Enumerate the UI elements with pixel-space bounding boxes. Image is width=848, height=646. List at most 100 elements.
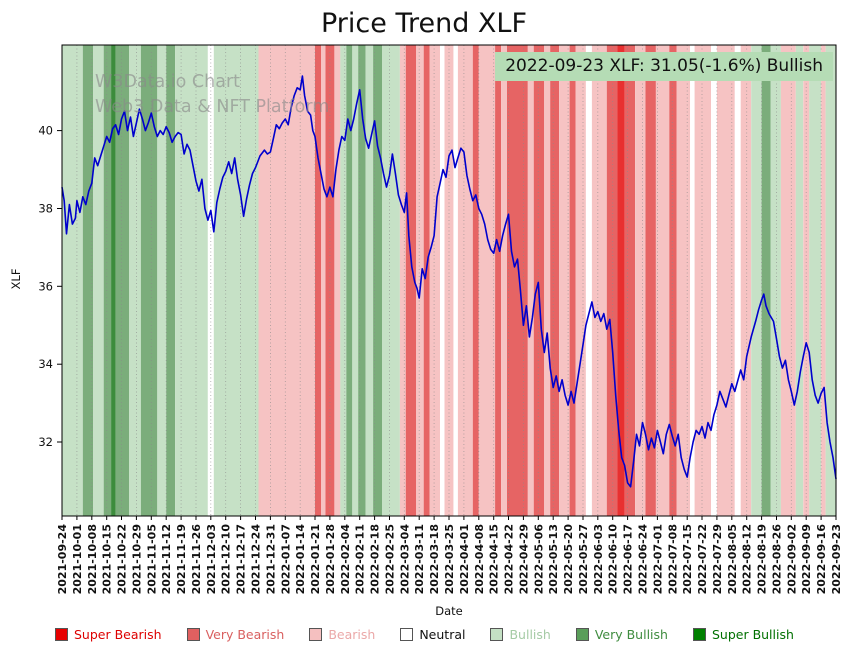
x-tick-label: 2022-09-23 [830,524,843,594]
sentiment-band-neutral [734,45,741,516]
sentiment-band-bearish [740,45,752,516]
sentiment-band-very-bearish [472,45,479,516]
sentiment-band-very-bearish [315,45,321,516]
sentiment-band-bearish [676,45,691,516]
sentiment-band-very-bearish [550,45,560,516]
legend-item-very-bearish: Very Bearish [186,627,284,642]
legend-label: Very Bullish [594,627,668,642]
x-tick-label: 2022-09-02 [785,524,798,594]
sentiment-band-bearish [321,45,326,516]
x-tick-label: 2022-01-07 [279,524,292,594]
x-tick-label: 2022-04-22 [503,524,516,594]
x-tick-label: 2022-07-29 [711,524,724,594]
sentiment-band-bullish [340,45,347,516]
y-tick-label: 38 [38,202,53,216]
chart-title: Price Trend XLF [321,8,527,39]
x-tick-label: 2021-10-15 [101,524,114,594]
x-tick-label: 2022-08-19 [756,524,769,594]
sentiment-band-super-bullish [111,45,116,516]
sentiment-band-very-bullish [103,45,112,516]
sentiment-band-very-bearish [423,45,430,516]
sentiment-band-bearish [478,45,496,516]
x-tick-label: 2022-03-18 [428,524,441,594]
sentiment-band-bullish [825,45,836,516]
sentiment-band-bearish [575,45,586,516]
x-tick-label: 2021-12-10 [220,524,233,595]
sentiment-band-bearish [544,45,551,516]
legend-label: Neutral [419,627,466,642]
y-tick-label: 40 [38,124,53,138]
sentiment-band-very-bullish [373,45,382,516]
sentiment-band-very-bearish [533,45,545,516]
y-tick-label: 36 [38,279,53,293]
sentiment-band-very-bullish [346,45,353,516]
sentiment-band-bullish [809,45,822,516]
x-tick-label: 2022-03-11 [413,524,426,594]
price-line [61,75,837,488]
sentiment-band-bullish [175,45,208,516]
sentiment-band-very-bearish [569,45,576,516]
super-bullish-swatch [692,628,706,641]
sentiment-band-very-bearish [507,45,528,516]
x-tick-label: 2021-11-26 [190,524,203,595]
x-tick-label: 2022-04-15 [488,524,501,594]
x-tick-label: 2021-12-31 [264,524,277,594]
x-tick-label: 2022-08-12 [741,524,754,594]
sentiment-band-bearish [655,45,670,516]
sentiment-band-bearish [457,45,473,516]
x-tick-label: 2022-07-08 [666,524,679,594]
x-tick-label: 2022-02-25 [384,524,397,594]
sentiment-band-super-bearish [617,45,625,516]
sentiment-band-bearish [591,45,607,516]
legend-item-bearish: Bearish [309,627,375,642]
x-tick-label: 2022-09-09 [800,524,813,594]
x-tick-label: 2022-02-04 [339,524,352,595]
x-tick-label: 2021-12-03 [205,524,218,594]
super-bearish-swatch [55,628,68,641]
neutral-swatch [400,628,414,641]
x-tick-label: 2022-06-03 [592,524,605,594]
sentiment-band-neutral [711,45,717,516]
sentiment-band-very-bullish [166,45,176,516]
sentiment-band-neutral [690,45,695,516]
legend-label: Super Bullish [711,627,794,642]
sentiment-band-neutral [585,45,592,516]
legend-label: Super Bearish [74,627,162,642]
y-tick-label: 32 [38,435,53,449]
x-tick-label: 2022-01-14 [294,524,307,595]
x-tick-label: 2022-02-11 [354,524,367,594]
x-tick-label: 2022-01-28 [324,524,337,594]
x-tick-label: 2022-08-26 [771,524,784,595]
sentiment-band-very-bullish [140,45,158,516]
x-tick-label: 2022-04-08 [473,524,486,594]
x-tick-label: 2022-07-22 [696,524,709,594]
sentiment-band-bullish [62,45,83,516]
sentiment-band-very-bullish [358,45,366,516]
sentiment-band-very-bullish [761,45,771,516]
x-tick-label: 2021-10-08 [86,524,99,594]
x-tick-label: 2022-05-20 [562,524,575,595]
x-tick-label: 2022-08-05 [726,524,739,594]
sentiment-band-bearish [716,45,735,516]
x-tick-label: 2022-06-24 [637,524,650,595]
legend-item-super-bearish: Super Bearish [55,627,162,642]
sentiment-band-bearish [429,45,440,516]
x-tick-label: 2022-05-13 [547,524,560,594]
sentiment-band-bearish [635,45,646,516]
sentiment-band-bullish [157,45,167,516]
sentiment-band-very-bearish [405,45,417,516]
sentiment-band-very-bearish [495,45,502,516]
sentiment-band-very-bearish [669,45,677,516]
x-tick-label: 2022-03-25 [443,524,456,594]
sentiment-band-bearish [780,45,796,516]
sentiment-band-bullish [93,45,104,516]
x-tick-label: 2021-10-01 [71,524,84,594]
x-tick-label: 2022-02-18 [369,524,382,594]
x-tick-label: 2022-03-04 [398,524,411,595]
sentiment-band-bullish [129,45,141,516]
x-tick-label: 2022-06-17 [622,524,635,594]
legend-item-super-bullish: Super Bullish [692,627,794,642]
sentiment-band-bullish [795,45,804,516]
